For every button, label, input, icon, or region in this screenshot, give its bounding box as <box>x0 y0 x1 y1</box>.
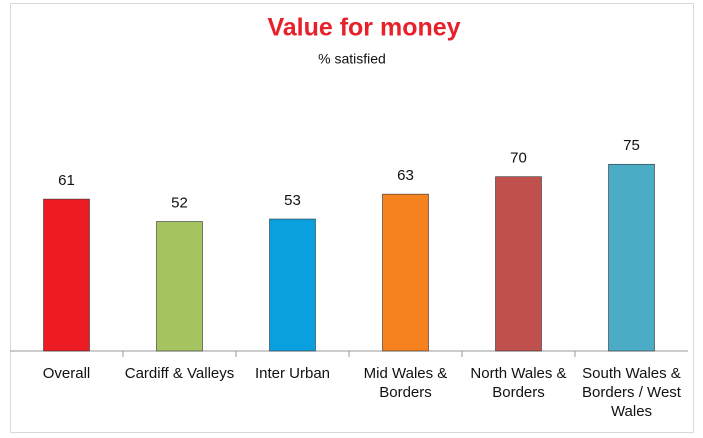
data-label: 75 <box>623 137 640 154</box>
data-label: 52 <box>171 194 188 211</box>
x-tick-label: North Wales & Borders <box>470 365 567 401</box>
data-label: 70 <box>510 150 527 167</box>
data-label: 53 <box>284 192 301 209</box>
chart-subtitle: % satisfied <box>318 51 386 67</box>
x-tick-label: Overall <box>42 365 91 382</box>
bar <box>382 193 429 352</box>
bar <box>495 176 542 352</box>
bar <box>608 163 655 352</box>
bar <box>43 198 90 352</box>
chart-title: Value for money <box>267 14 460 42</box>
bar <box>156 221 203 352</box>
x-tick-label: Inter Urban <box>254 365 331 382</box>
x-tick-label: Mid Wales & Borders <box>363 365 448 401</box>
x-tick-label: Cardiff & Valleys <box>124 365 235 382</box>
chart-frame <box>10 3 694 433</box>
x-tick-label: South Wales & Borders / West Wales <box>582 365 681 420</box>
data-label: 63 <box>397 167 414 184</box>
bar <box>269 218 316 352</box>
data-label: 61 <box>58 172 75 189</box>
